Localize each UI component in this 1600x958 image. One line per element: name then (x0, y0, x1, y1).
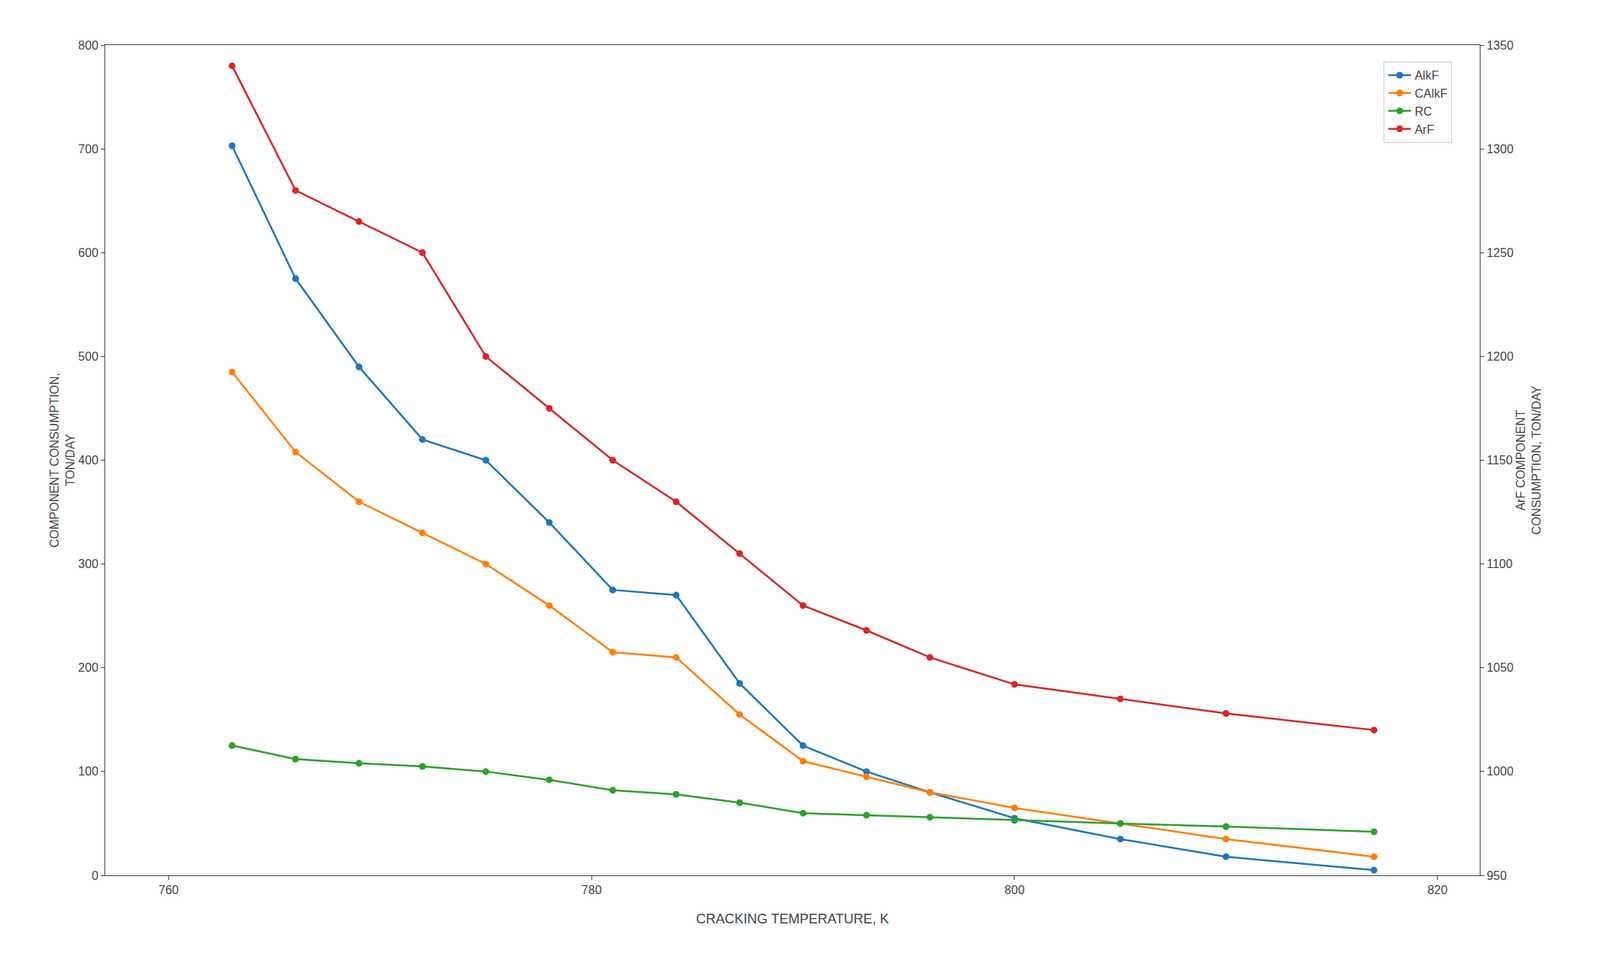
svg-text:820: 820 (1427, 883, 1448, 897)
svg-text:COMPONENT CONSUMPTION,TON/DAY: COMPONENT CONSUMPTION,TON/DAY (48, 372, 77, 548)
svg-text:1150: 1150 (1486, 453, 1513, 467)
svg-text:200: 200 (78, 661, 99, 675)
svg-text:ArF COMPONENTCONSUMPTION, TON/: ArF COMPONENTCONSUMPTION, TON/DAY (1514, 385, 1543, 536)
svg-text:RC: RC (1414, 105, 1432, 118)
svg-text:1000: 1000 (1486, 765, 1514, 778)
svg-text:AlkF: AlkF (1414, 69, 1439, 82)
svg-text:700: 700 (78, 142, 99, 156)
svg-text:1100: 1100 (1486, 557, 1513, 571)
svg-text:800: 800 (78, 39, 99, 52)
svg-text:1250: 1250 (1486, 246, 1514, 260)
svg-text:CRACKING TEMPERATURE, K: CRACKING TEMPERATURE, K (695, 911, 889, 927)
svg-text:100: 100 (78, 765, 99, 778)
svg-text:1300: 1300 (1486, 142, 1514, 156)
svg-text:760: 760 (158, 883, 179, 897)
svg-text:300: 300 (78, 557, 99, 571)
svg-text:ArF: ArF (1414, 123, 1434, 137)
svg-text:1200: 1200 (1486, 350, 1514, 363)
svg-text:1350: 1350 (1486, 39, 1514, 52)
svg-text:1050: 1050 (1486, 661, 1514, 675)
svg-text:600: 600 (78, 246, 99, 260)
svg-text:0: 0 (91, 869, 99, 883)
svg-text:CAlkF: CAlkF (1414, 87, 1448, 100)
svg-text:950: 950 (1486, 869, 1507, 883)
svg-text:780: 780 (581, 883, 602, 897)
svg-text:500: 500 (78, 350, 99, 363)
svg-text:400: 400 (78, 453, 99, 467)
svg-text:800: 800 (1004, 883, 1026, 897)
